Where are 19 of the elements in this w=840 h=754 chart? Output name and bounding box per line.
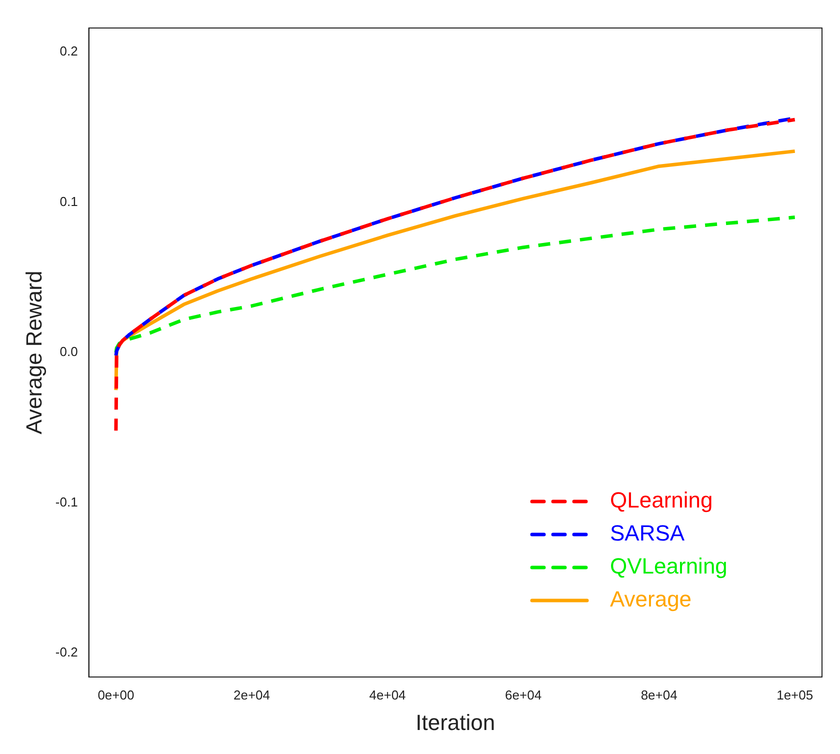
y-tick-label: 0.0 (60, 344, 78, 360)
y-tick-label: 0.2 (60, 44, 78, 59)
x-tick-label: 6e+04 (505, 687, 542, 702)
y-axis-title: Average Reward (21, 270, 46, 434)
legend-label: QVLearning (610, 554, 728, 579)
x-tick-label: 0e+00 (98, 687, 134, 702)
legend-label: QLearning (610, 488, 713, 513)
x-tick-label: 8e+04 (640, 687, 678, 702)
line-series (114, 216, 797, 354)
x-tick-label: 4e+04 (369, 687, 406, 702)
legend-label: SARSA (610, 520, 685, 546)
y-tick-label: -0.1 (55, 494, 78, 510)
x-axis-title: Iteration (416, 710, 496, 735)
y-tick-label: 0.1 (60, 194, 78, 209)
line-series (114, 118, 797, 432)
x-tick-label: 2e+04 (233, 687, 270, 702)
legend-label: Average (610, 586, 692, 612)
x-tick-label: 1e+05 (776, 687, 814, 702)
y-tick-label: -0.2 (55, 644, 78, 660)
